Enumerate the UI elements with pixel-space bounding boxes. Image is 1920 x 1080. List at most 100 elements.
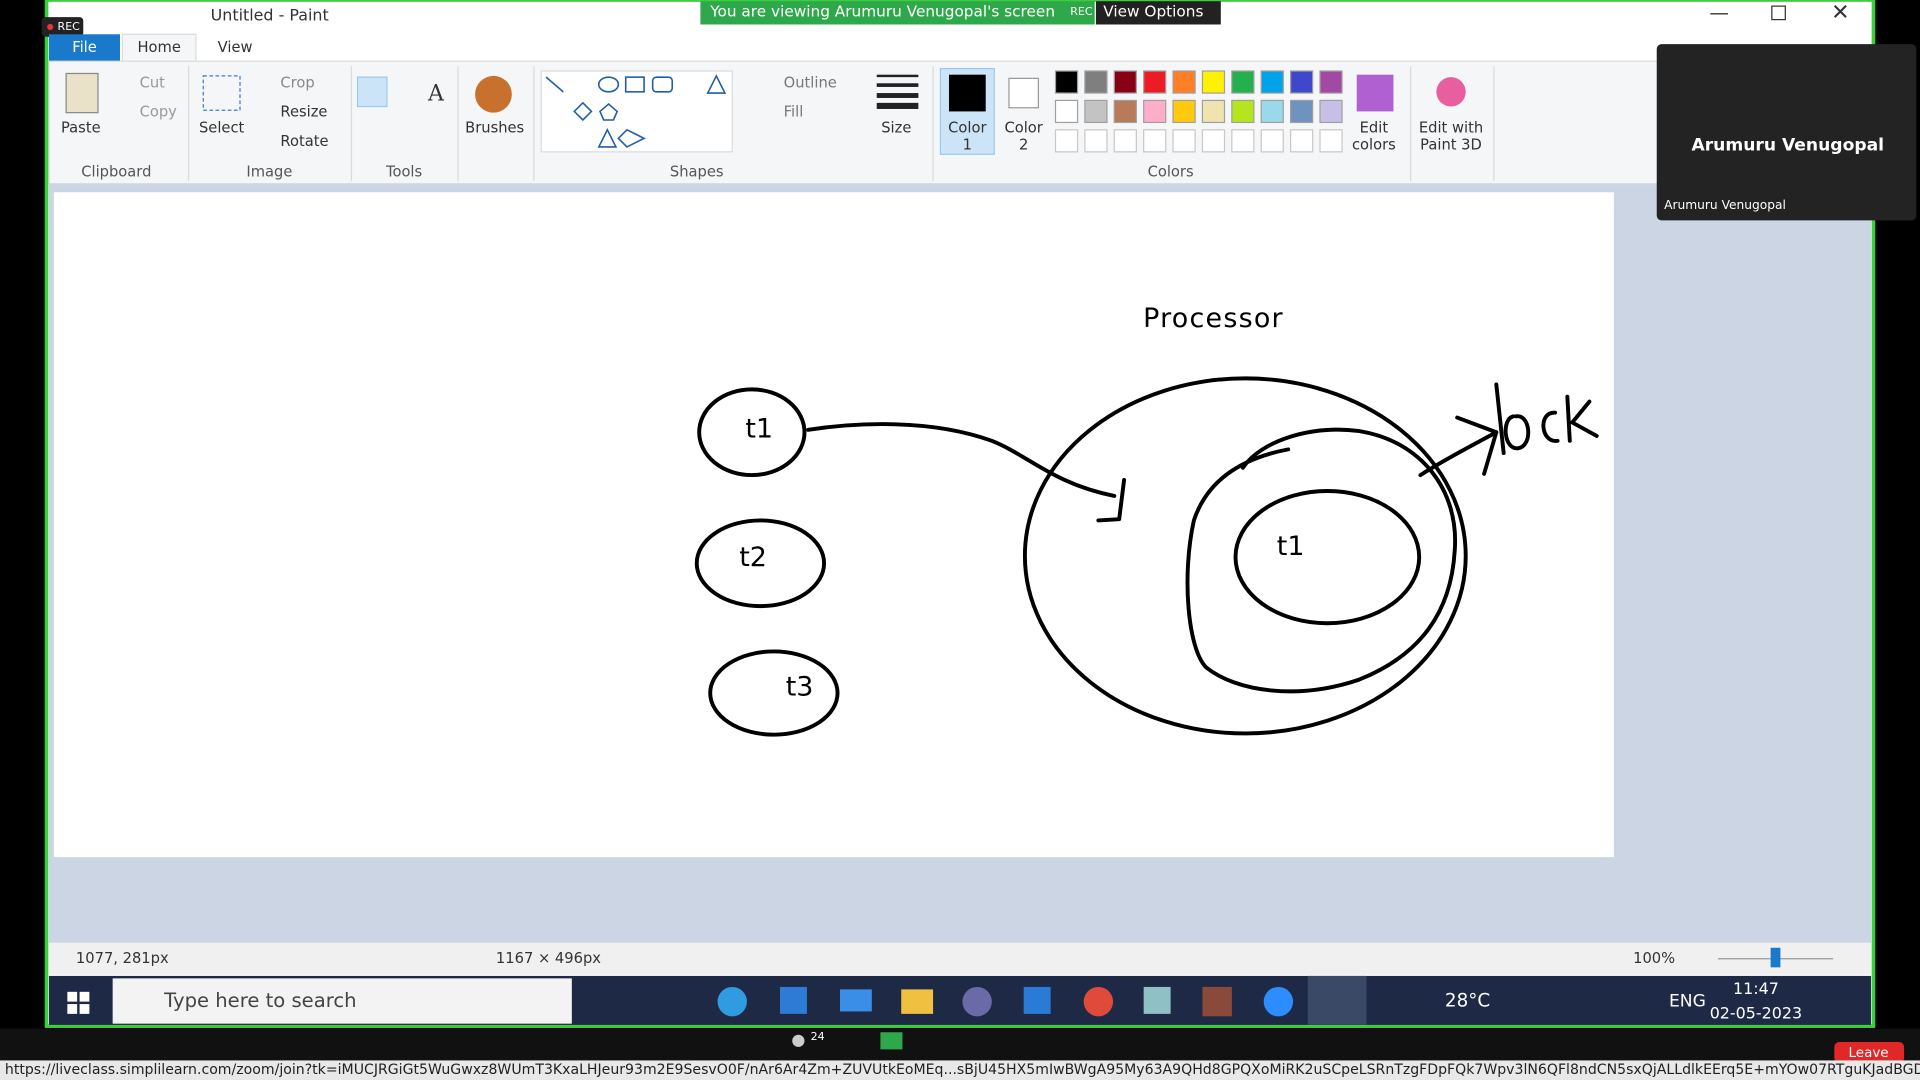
palette-swatch[interactable] — [1172, 70, 1196, 94]
pencil-tool[interactable] — [356, 76, 388, 108]
brushes[interactable]: Brushes — [465, 120, 524, 137]
palette — [1054, 70, 1343, 153]
crop[interactable]: Crop — [280, 74, 314, 91]
language: ENG — [1669, 992, 1706, 1012]
group-label: Shapes — [670, 164, 724, 181]
view-options-btn[interactable] — [1095, 1, 1221, 25]
copy[interactable]: Copy — [140, 104, 178, 121]
select-icon[interactable] — [202, 75, 241, 111]
rec-badge: REC — [58, 20, 81, 33]
text-tool[interactable]: A — [427, 81, 445, 106]
palette-swatch[interactable] — [1113, 70, 1137, 94]
search-box[interactable] — [112, 978, 572, 1024]
select[interactable]: Select — [199, 120, 245, 137]
palette-swatch[interactable] — [1201, 70, 1226, 94]
tab[interactable]: View — [218, 39, 253, 56]
zoom-level: 100% — [1633, 950, 1675, 967]
rec-badge-bg — [41, 17, 84, 37]
cut[interactable]: Cut — [140, 74, 166, 91]
color1[interactable]: Color — [948, 120, 987, 137]
paste[interactable]: Paste — [61, 120, 101, 137]
zoom-thumb[interactable] — [1770, 947, 1781, 968]
color2[interactable]: 2 — [1019, 137, 1028, 154]
zoom-banner — [700, 1, 1095, 25]
outline[interactable]: Outline — [784, 74, 837, 91]
start-button[interactable] — [67, 991, 90, 1014]
palette-empty — [1084, 129, 1108, 153]
shapes-gallery[interactable] — [540, 70, 733, 153]
canvas — [53, 192, 1614, 858]
home-tab-bg[interactable] — [121, 33, 197, 64]
size[interactable]: Size — [881, 120, 911, 137]
palette-swatch[interactable] — [1290, 99, 1314, 124]
inner-thread-label: t1 — [1277, 531, 1305, 562]
palette-swatch[interactable] — [1201, 99, 1226, 124]
restore[interactable] — [1771, 5, 1786, 21]
thread-label: t2 — [739, 542, 767, 573]
color1[interactable]: 1 — [963, 137, 972, 154]
taskbar-apps[interactable] — [717, 975, 1367, 1025]
size-icon[interactable] — [876, 74, 919, 109]
share-button[interactable] — [880, 1032, 903, 1050]
group-label: Colors — [1148, 164, 1194, 181]
palette-swatch[interactable] — [1319, 99, 1343, 124]
view-options[interactable]: View Options — [1103, 3, 1203, 21]
brushes-icon[interactable] — [475, 75, 512, 113]
palette-empty — [1319, 129, 1343, 153]
minimize[interactable]: — — [1709, 1, 1729, 24]
leave-button[interactable] — [1834, 1042, 1905, 1063]
palette-swatch[interactable] — [1143, 70, 1167, 94]
participant-label: Arumuru Venugopal — [1664, 198, 1786, 212]
shape-icons — [545, 74, 727, 148]
thread-label: t1 — [745, 413, 773, 444]
palette-swatch[interactable] — [1290, 70, 1314, 94]
tab[interactable]: File — [72, 39, 97, 56]
palette-swatch[interactable] — [1054, 99, 1079, 124]
resize[interactable]: Resize — [280, 104, 327, 121]
weather: 28°C — [1445, 991, 1490, 1012]
leave[interactable]: Leave — [1849, 1046, 1889, 1061]
window-title: Untitled - Paint — [211, 5, 329, 24]
paint3d-icon[interactable] — [1436, 77, 1466, 107]
clock-time: 11:47 — [1733, 979, 1779, 998]
palette-swatch[interactable] — [1260, 70, 1284, 94]
zoom-toolbar — [0, 1028, 1920, 1061]
palette-swatch[interactable] — [1319, 70, 1343, 94]
rotate[interactable]: Rotate — [280, 133, 328, 150]
paint3d[interactable]: Paint 3D — [1420, 137, 1482, 154]
palette-empty — [1143, 129, 1167, 153]
paint3d[interactable]: Edit with — [1419, 120, 1483, 137]
palette-swatch[interactable] — [1231, 70, 1255, 94]
search-placeholder[interactable]: Type here to search — [163, 989, 356, 1012]
palette-swatch[interactable] — [1231, 99, 1255, 124]
participants-icon[interactable] — [792, 1034, 805, 1047]
color2[interactable]: Color — [1004, 120, 1043, 137]
group-label: Tools — [385, 164, 422, 181]
palette-swatch[interactable] — [1172, 99, 1196, 124]
palette-swatch[interactable] — [1260, 99, 1284, 124]
ribbon-separators — [187, 66, 1495, 182]
palette-swatch[interactable] — [1113, 99, 1137, 124]
group-label: Image — [246, 164, 292, 181]
palette-swatch[interactable] — [1084, 70, 1108, 94]
file-tab-bg[interactable] — [48, 34, 120, 62]
palette-empty — [1260, 129, 1284, 153]
palette-empty — [1290, 129, 1314, 153]
palette-swatch[interactable] — [1143, 99, 1167, 124]
close[interactable]: ✕ — [1831, 0, 1849, 25]
fill[interactable]: Fill — [784, 104, 804, 121]
palette-swatch[interactable] — [1084, 99, 1108, 124]
clock-date: 02-05-2023 — [1710, 1003, 1802, 1022]
palette-swatch[interactable] — [1054, 70, 1079, 94]
edit-colors[interactable]: colors — [1352, 137, 1396, 154]
palette-empty — [1172, 129, 1196, 153]
palette-empty — [1113, 129, 1137, 153]
edit-colors[interactable]: Edit — [1360, 120, 1389, 137]
edit-colors-icon[interactable] — [1356, 74, 1394, 112]
palette-empty — [1201, 129, 1226, 153]
tab[interactable]: Home — [137, 39, 180, 56]
status-bar — [48, 942, 1872, 975]
banner-rec: REC — [1070, 5, 1093, 18]
paste-icon[interactable] — [65, 72, 99, 114]
